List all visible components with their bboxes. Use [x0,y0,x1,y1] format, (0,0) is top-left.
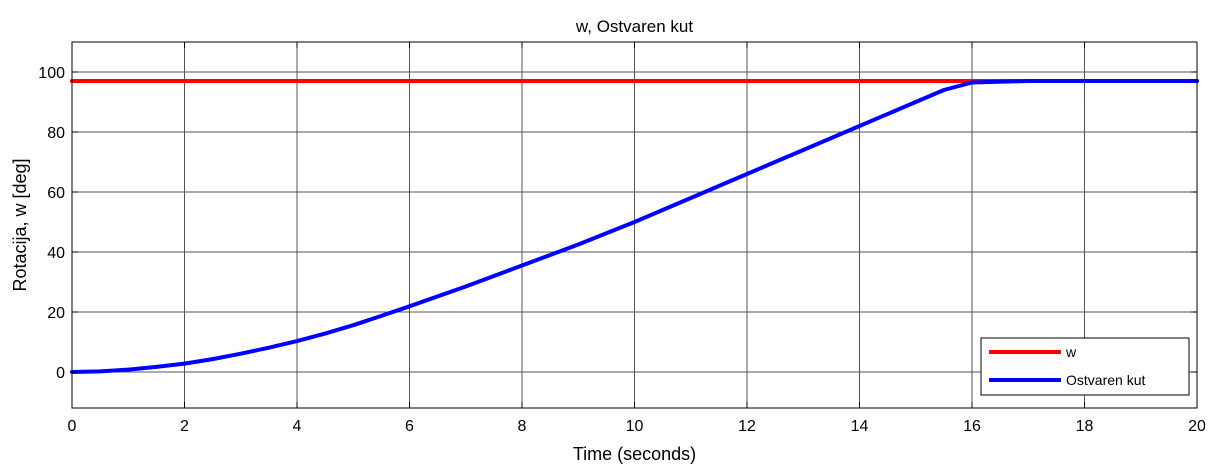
y-tick-label-0: 0 [56,365,65,382]
x-tick-label-16: 16 [963,418,981,435]
y-tick-label-60: 60 [47,185,65,202]
x-tick-label-14: 14 [851,418,869,435]
legend: w Ostvaren kut [980,337,1190,396]
x-tick-label-12: 12 [738,418,756,435]
axis-ticks: 0 2 4 6 8 10 12 14 16 18 20 0 20 40 60 80 100 [38,42,1206,435]
chart-title: w, Ostvaren kut [575,17,693,36]
series-lines [70,79,1199,374]
y-axis-label: Rotacija, w [deg] [10,158,30,291]
x-tick-label-2: 2 [180,418,189,435]
legend-label-w: w [1065,344,1077,360]
legend-box [980,337,1190,396]
y-tick-label-100: 100 [38,65,65,82]
x-tick-label-18: 18 [1076,418,1094,435]
x-axis-label: Time (seconds) [573,444,696,464]
legend-label-ostvaren-kut: Ostvaren kut [1066,372,1145,388]
x-tick-label-20: 20 [1188,418,1206,435]
grid-lines [72,42,1197,408]
y-tick-label-80: 80 [47,125,65,142]
x-tick-label-0: 0 [68,418,77,435]
x-tick-label-8: 8 [518,418,527,435]
x-tick-label-6: 6 [405,418,414,435]
series-line-ostvaren-kut [70,79,1199,374]
x-tick-label-10: 10 [626,418,644,435]
y-tick-label-40: 40 [47,245,65,262]
y-tick-label-20: 20 [47,305,65,322]
x-tick-label-4: 4 [293,418,302,435]
